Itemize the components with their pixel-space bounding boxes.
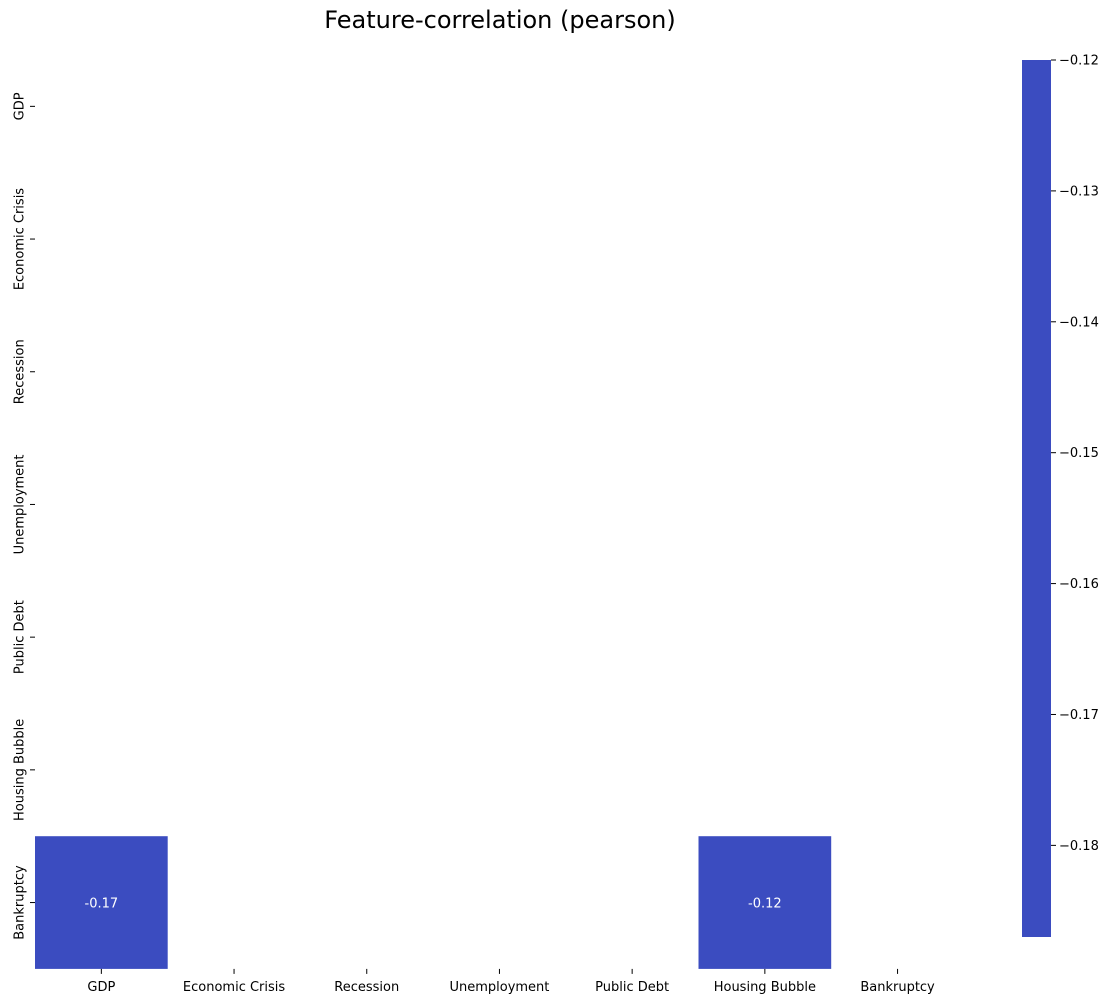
x-tick-label-public-debt: Public Debt	[595, 980, 669, 995]
x-axis: GDP Economic Crisis Recession Unemployment P…	[87, 968, 935, 995]
x-tick-label-bankruptcy: Bankruptcy	[860, 980, 935, 995]
x-tick-label-economic-crisis: Economic Crisis	[183, 980, 285, 995]
colorbar: −0.12 −0.13 −0.14 −0.15 −0.16 −0.17 −0.18	[1022, 54, 1099, 937]
x-tick-label-gdp: GDP	[87, 980, 115, 995]
colorbar-tick-label: −0.13	[1059, 184, 1099, 199]
heatmap-cells	[35, 836, 832, 969]
y-tick-label-housing-bubble: Housing Bubble	[13, 719, 28, 821]
colorbar-gradient	[1022, 60, 1051, 937]
y-tick-label-gdp: GDP	[13, 92, 28, 120]
y-tick-label-unemployment: Unemployment	[13, 454, 28, 554]
heatmap-cell-bankruptcy-housing-bubble	[698, 836, 832, 969]
colorbar-tick-label: −0.15	[1059, 446, 1099, 461]
chart-title: Feature-correlation (pearson)	[324, 6, 676, 34]
cell-label-bankruptcy-housing-bubble: -0.12	[748, 897, 782, 912]
colorbar-tick-label: −0.18	[1059, 839, 1099, 854]
y-tick-label-bankruptcy: Bankruptcy	[13, 865, 28, 940]
x-tick-label-recession: Recession	[334, 980, 399, 995]
colorbar-tick-label: −0.14	[1059, 315, 1099, 330]
y-tick-label-public-debt: Public Debt	[13, 600, 28, 674]
heatmap-cell-bankruptcy-gdp	[35, 836, 168, 969]
x-tick-label-unemployment: Unemployment	[449, 980, 549, 995]
y-tick-label-recession: Recession	[13, 339, 28, 404]
y-axis: GDP Economic Crisis Recession Unemployment P…	[13, 92, 35, 940]
cell-label-bankruptcy-gdp: -0.17	[85, 897, 119, 912]
y-tick-label-economic-crisis: Economic Crisis	[13, 188, 28, 290]
x-tick-label-housing-bubble: Housing Bubble	[714, 980, 816, 995]
colorbar-tick-label: −0.17	[1059, 708, 1099, 723]
heatmap-cell-labels: -0.17 -0.12	[85, 897, 782, 912]
colorbar-tick-label: −0.16	[1059, 577, 1099, 592]
colorbar-tick-label: −0.12	[1059, 54, 1099, 69]
